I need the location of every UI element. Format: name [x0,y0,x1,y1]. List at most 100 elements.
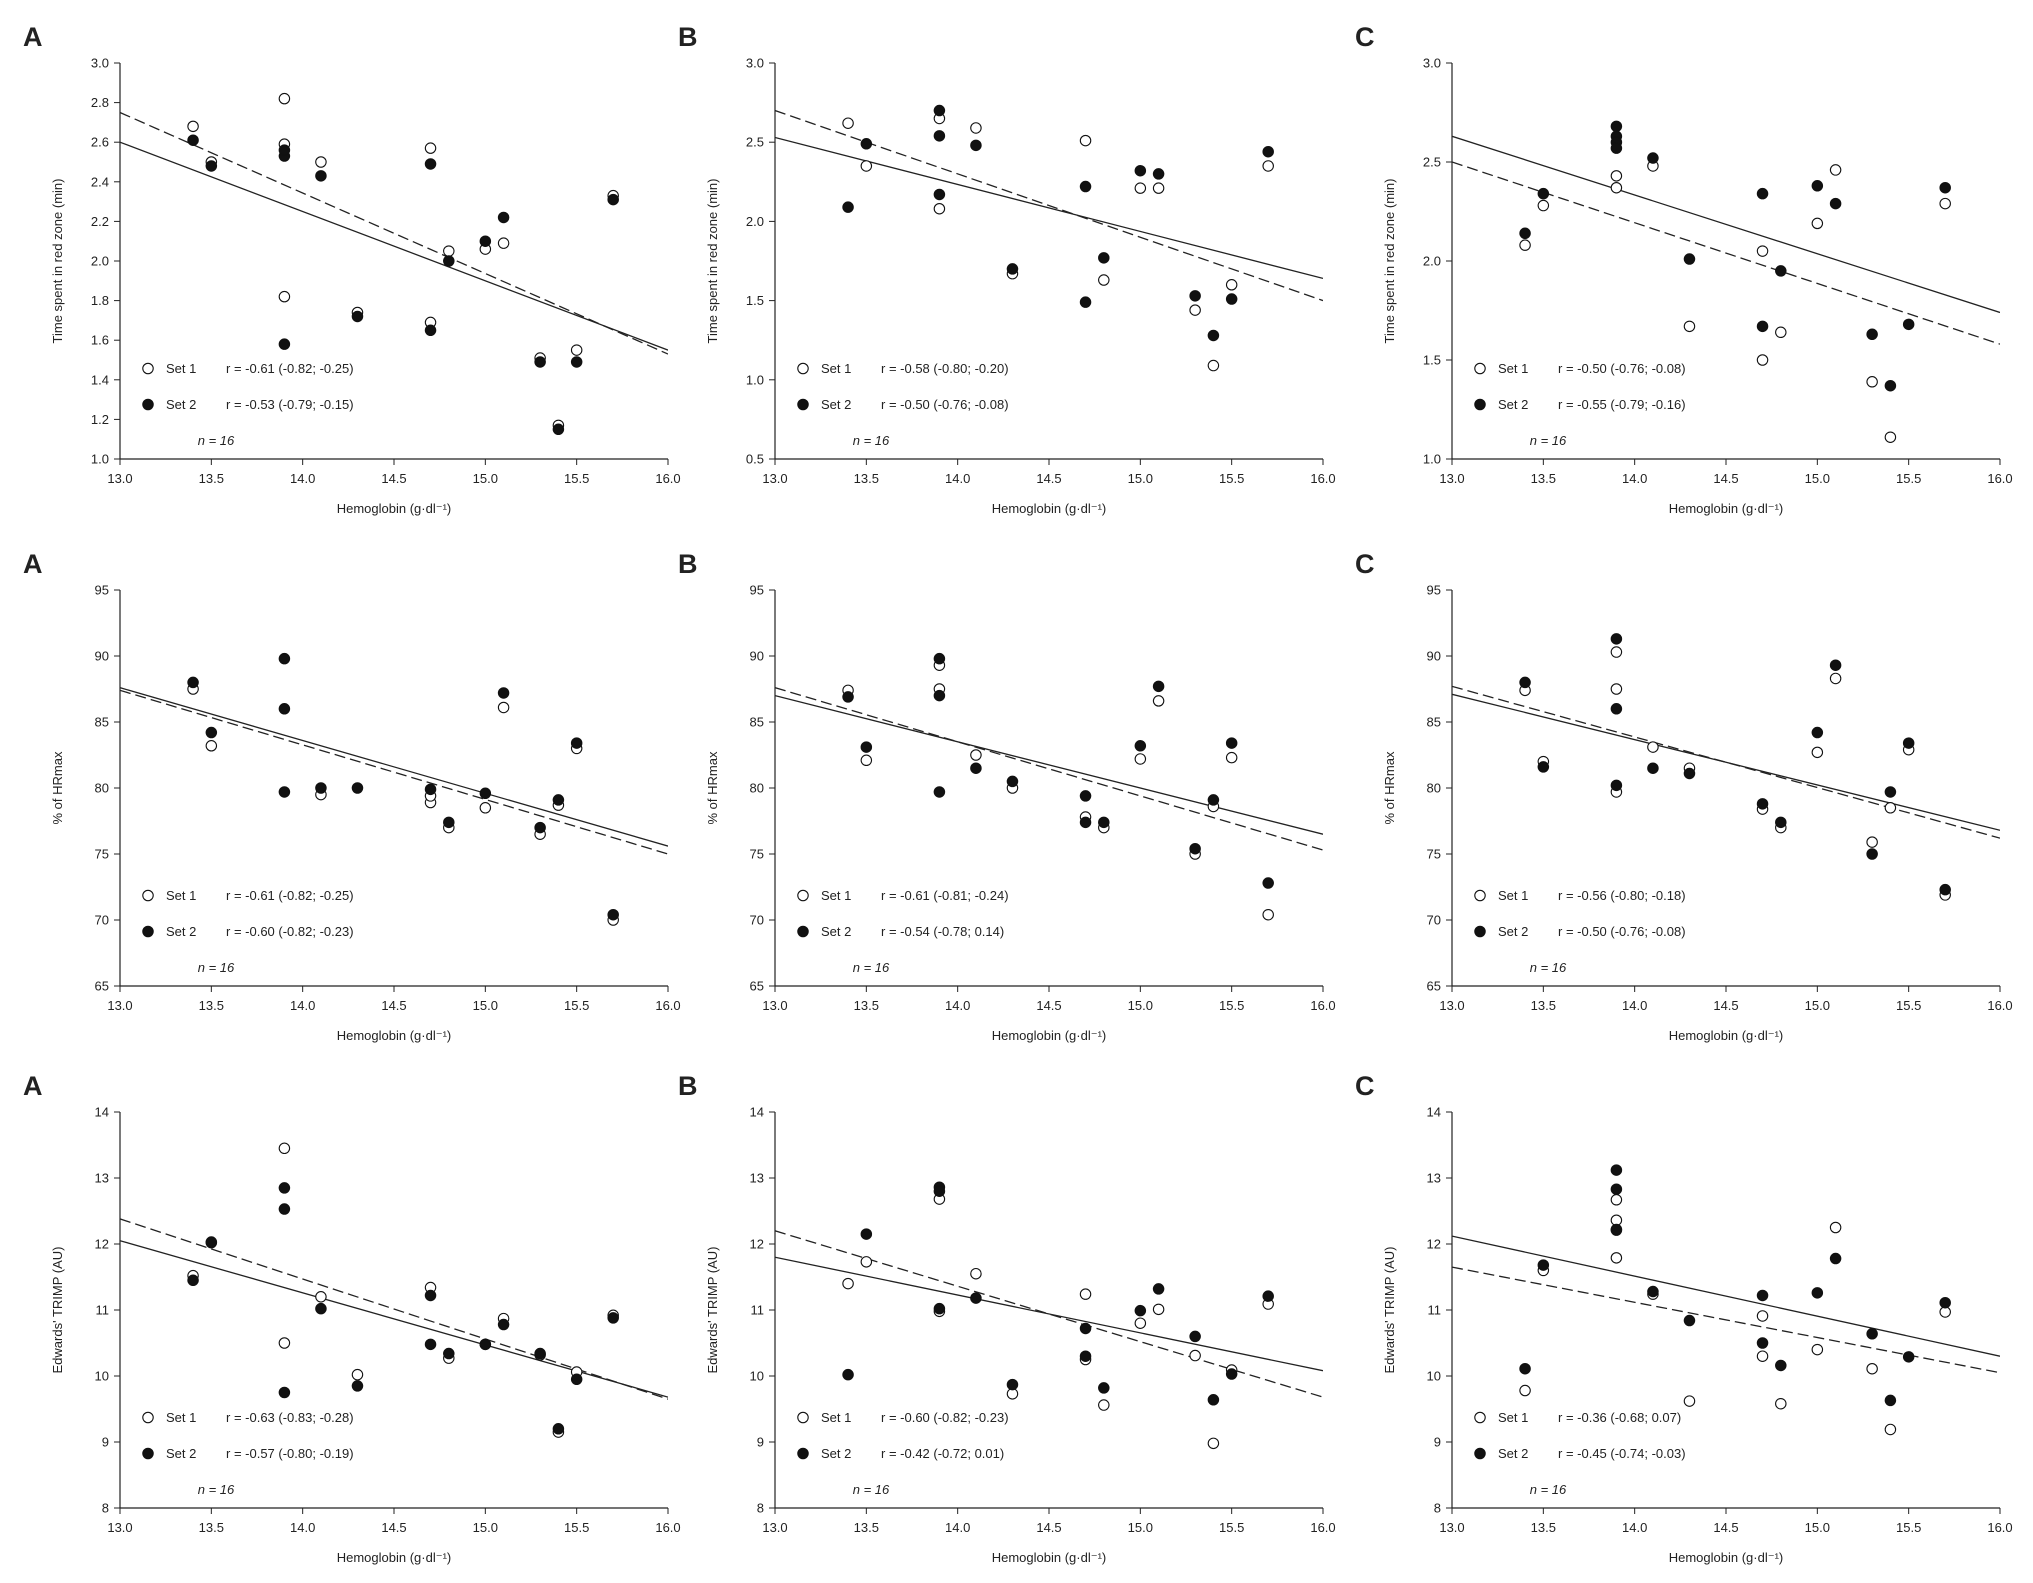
open-point [1683,320,1696,333]
legend-marker-filled [142,925,154,938]
x-tick-label: 15.5 [564,1520,589,1535]
fit-line-set-2 [775,136,1323,280]
legend-marker-open [797,362,809,375]
y-tick-label: 65 [750,979,764,994]
open-point [1811,1343,1824,1356]
x-tick-label: 15.5 [1896,998,1921,1013]
fit-line-set-2 [775,694,1323,835]
filled-point [479,787,492,800]
open-point [1610,170,1623,182]
open-point [1079,134,1092,147]
open-point [860,160,873,172]
x-tick-label: 13.5 [854,1520,879,1535]
filled-point [1866,848,1878,860]
filled-point [1207,794,1220,806]
filled-point [1610,703,1623,715]
y-tick-label: 85 [750,715,764,730]
filled-point [1610,120,1623,133]
x-tick-label: 15.0 [1805,998,1830,1013]
fit-line-set-1 [1452,1235,2000,1357]
x-tick-label: 14.0 [1622,1520,1647,1535]
y-tick-label: 95 [95,583,109,598]
filled-point [1939,883,1951,896]
legend-series-name: Set 2 [166,1446,196,1461]
y-tick-label: 1.0 [746,372,764,387]
y-tick-label: 2.2 [91,214,109,229]
legend-series-name: Set 2 [821,1446,851,1461]
y-tick-label: 12 [1427,1237,1441,1252]
legend-series-name: Set 1 [1498,1410,1528,1425]
filled-point [1098,816,1110,829]
x-tick-label: 14.5 [1713,998,1738,1013]
filled-point [970,1292,982,1304]
y-tick-label: 2.6 [91,135,109,150]
sample-size: n = 16 [853,1482,890,1497]
filled-point [1134,1304,1147,1317]
filled-point [1811,1287,1824,1299]
open-point [1866,1362,1878,1375]
panel-r2B: B 13.0 13.5 14.0 14.5 15.0 15.5 16.0 65 70 75 80 85 9… [678,549,1336,1043]
legend-marker-open [797,1411,809,1424]
fit-line-set-1 [120,689,668,855]
filled-point [278,1386,291,1399]
legend-marker-filled [1474,1447,1486,1460]
x-tick-label: 13.5 [1531,471,1556,486]
open-point [1152,182,1165,194]
legend-correlation: r = -0.61 (-0.82; -0.25) [226,888,354,903]
open-point [933,202,946,215]
y-tick-label: 90 [1427,649,1441,664]
filled-point [1207,329,1220,342]
y-tick-label: 13 [95,1171,109,1186]
x-tick-label: 15.0 [1128,471,1153,486]
y-tick-label: 0.5 [746,452,764,467]
open-point [1098,1399,1110,1411]
legend-series-name: Set 1 [1498,888,1528,903]
y-tick-label: 95 [750,583,764,598]
fit-line-set-1 [1452,685,2000,839]
open-point [1884,802,1897,814]
fit-line-set-2 [120,687,668,847]
sample-size: n = 16 [198,433,235,448]
y-tick-label: 11 [96,1303,110,1318]
legend-correlation: r = -0.58 (-0.80; -0.20) [881,361,1009,376]
open-point [1262,160,1274,172]
open-point [1829,164,1842,176]
filled-point [1902,737,1915,749]
legend-correlation: r = -0.42 (-0.72; 0.01) [881,1446,1004,1461]
sample-size: n = 16 [1530,960,1567,975]
y-tick-label: 1.0 [91,452,109,467]
open-point [570,344,583,356]
x-tick-label: 13.0 [107,1520,132,1535]
filled-point [1134,740,1147,752]
filled-point [205,160,218,172]
filled-point [933,1302,946,1315]
filled-point [497,1318,510,1331]
filled-point [552,794,565,806]
legend-correlation: r = -0.53 (-0.79; -0.15) [226,397,354,412]
open-point [205,740,218,752]
x-tick-label: 13.0 [762,471,787,486]
filled-point [424,1338,437,1351]
open-point [1756,1310,1769,1322]
fit-line-set-1 [120,111,668,355]
open-point [1134,1317,1147,1329]
open-point [1829,672,1842,685]
y-axis-title: Time spent in red zone (min) [50,179,65,344]
x-tick-label: 13.5 [199,471,224,486]
filled-point [933,130,946,142]
filled-point [1079,180,1092,193]
sample-size: n = 16 [1530,433,1567,448]
open-point [1756,354,1769,366]
filled-point [842,201,854,213]
filled-point [278,338,291,350]
y-tick-label: 13 [1427,1171,1441,1186]
filled-point [1006,775,1019,788]
filled-point [424,324,437,337]
y-tick-label: 65 [95,979,109,994]
filled-point [443,1347,455,1360]
x-tick-label: 13.5 [1531,998,1556,1013]
x-tick-label: 16.0 [655,471,680,486]
filled-point [1079,790,1092,802]
y-axis-title: % of HRmax [50,751,65,824]
panel-r3C: C 13.0 13.5 14.0 14.5 15.0 15.5 16.0 8 9 10 11 12 13 1… [1355,1071,2013,1565]
